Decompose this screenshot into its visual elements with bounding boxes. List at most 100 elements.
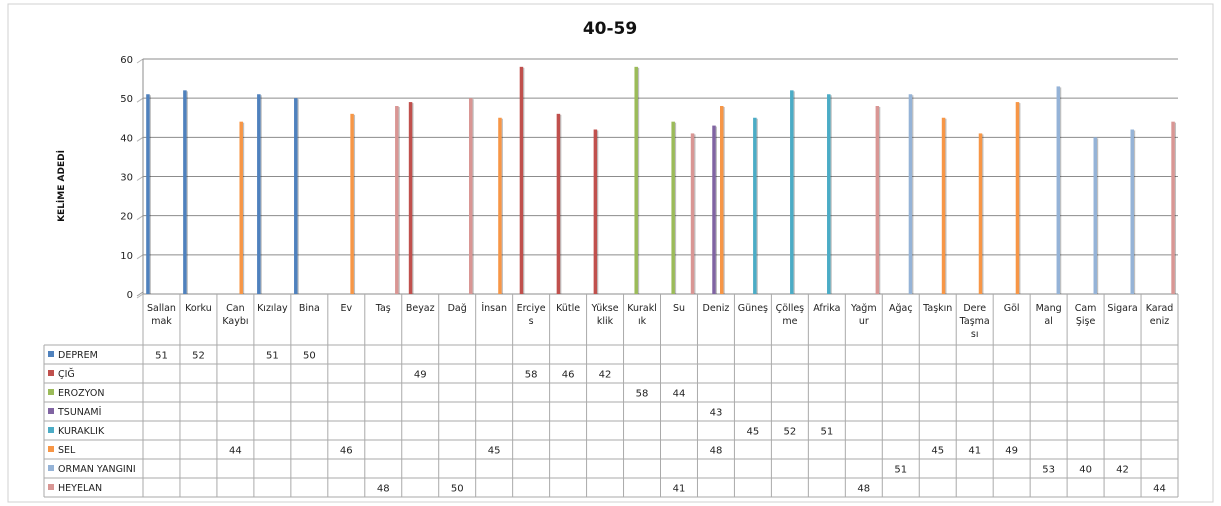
data-label: 44 xyxy=(229,446,242,457)
gridline-depth xyxy=(136,293,144,299)
data-label: 52 xyxy=(784,427,797,438)
y-tick-label: 0 xyxy=(127,290,133,301)
bar-shade xyxy=(398,107,400,294)
y-tick-label: 20 xyxy=(120,212,133,223)
legend-label: ORMAN YANGINI xyxy=(58,464,136,475)
legend-swatch xyxy=(48,389,54,395)
bar-shade xyxy=(1174,122,1177,295)
bar xyxy=(257,94,261,294)
category-label: Taşma xyxy=(959,316,990,327)
bar xyxy=(712,125,716,294)
bar xyxy=(1015,102,1020,294)
category-label: Yağm xyxy=(850,303,877,314)
bar-shade xyxy=(715,126,717,294)
data-label: 50 xyxy=(451,484,464,495)
bar xyxy=(1171,121,1175,295)
bar xyxy=(239,121,243,295)
bar-shade xyxy=(501,118,503,294)
bars xyxy=(146,66,1177,295)
legend-label: EROZYON xyxy=(58,388,104,399)
category-label: Göl xyxy=(1004,303,1020,314)
legend-swatch xyxy=(48,408,54,414)
data-label: 41 xyxy=(968,446,981,457)
y-tick-label: 50 xyxy=(120,94,133,105)
bar-shade xyxy=(982,134,984,294)
data-label: 40 xyxy=(1079,465,1092,476)
bar-shade xyxy=(879,107,881,294)
data-label: 46 xyxy=(562,370,575,381)
bar xyxy=(408,102,413,294)
data-label: 48 xyxy=(710,446,723,457)
data-label: 51 xyxy=(155,351,168,362)
bar-shade xyxy=(353,114,356,294)
data-label: 53 xyxy=(1042,465,1055,476)
legend-label: SEL xyxy=(58,445,76,456)
y-tick-label: 60 xyxy=(120,55,133,66)
bar xyxy=(294,98,298,295)
legend-label: ÇIĞ xyxy=(58,368,75,380)
category-label: Sigara xyxy=(1107,303,1137,314)
category-label: Ev xyxy=(340,303,352,314)
category-label: Yükse xyxy=(591,303,619,314)
gridline-depth xyxy=(136,254,144,260)
bar xyxy=(350,113,354,294)
bar xyxy=(690,133,695,294)
bar xyxy=(146,94,150,294)
category-label: Erciye xyxy=(517,303,546,314)
bar xyxy=(519,66,524,294)
bar xyxy=(1056,86,1061,295)
category-label: Taşkın xyxy=(922,303,952,314)
data-label: 44 xyxy=(673,389,686,400)
chart-area-border xyxy=(7,3,1214,503)
data-label: 46 xyxy=(340,446,353,457)
category-label: Cam xyxy=(1075,303,1097,314)
bar xyxy=(1093,137,1098,294)
category-label: Karad xyxy=(1146,303,1174,314)
legend-swatch xyxy=(48,351,54,357)
bar-shade xyxy=(412,103,414,294)
data-label: 58 xyxy=(636,389,649,400)
bar-shade xyxy=(472,99,474,295)
category-label: Mang xyxy=(1036,303,1062,314)
bar xyxy=(183,90,187,294)
bar-shade xyxy=(1060,87,1062,295)
category-label: Kızılay xyxy=(257,303,288,314)
data-label: 58 xyxy=(525,370,538,381)
bar-shade xyxy=(186,91,188,294)
category-label: Güneş xyxy=(738,303,768,314)
data-label: 51 xyxy=(820,427,833,438)
y-tick-label: 10 xyxy=(120,251,133,262)
bar-shade xyxy=(637,67,640,294)
axes: 0 10 20 30 40 50 60 xyxy=(120,55,144,301)
legend-swatch xyxy=(48,465,54,471)
bar xyxy=(875,106,880,294)
legend-label: TSUNAMİ xyxy=(57,407,101,418)
y-axis-label: KELİME ADEDİ xyxy=(56,150,67,222)
data-label: 49 xyxy=(414,370,427,381)
data-label: 43 xyxy=(710,408,723,419)
data-label: 45 xyxy=(931,446,944,457)
bar xyxy=(498,117,502,294)
legend-label: KURAKLIK xyxy=(58,426,105,437)
bar xyxy=(634,66,638,294)
gridline-depth xyxy=(136,215,144,221)
bar xyxy=(556,113,561,294)
data-label: 51 xyxy=(266,351,279,362)
category-label: Çölleş xyxy=(776,303,805,314)
data-label: 48 xyxy=(377,484,390,495)
bar-shade xyxy=(694,134,696,294)
bar xyxy=(753,117,757,294)
category-label: Kaybı xyxy=(222,316,248,327)
legend-label: HEYELAN xyxy=(58,483,102,494)
y-tick-label: 30 xyxy=(120,173,133,184)
data-label: 41 xyxy=(673,484,686,495)
category-label: Ağaç xyxy=(889,303,913,314)
bar-shade xyxy=(260,95,262,294)
bar-shade xyxy=(1097,138,1099,294)
category-label: Beyaz xyxy=(406,303,435,314)
category-label: Sallan xyxy=(147,303,176,314)
data-label: 44 xyxy=(1153,484,1166,495)
bar-shade xyxy=(242,122,245,295)
bar-shade xyxy=(912,95,914,294)
category-label: Afrika xyxy=(813,303,840,314)
